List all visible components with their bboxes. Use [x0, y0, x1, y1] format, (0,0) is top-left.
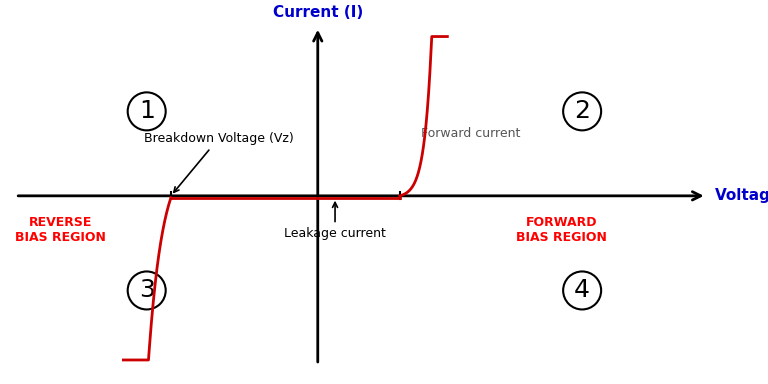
Text: 3: 3 [139, 278, 154, 303]
Text: Leakage current: Leakage current [284, 202, 386, 240]
Text: 2: 2 [574, 99, 590, 123]
Text: Current (I): Current (I) [273, 5, 363, 20]
Text: 4: 4 [574, 278, 590, 303]
Text: FORWARD
BIAS REGION: FORWARD BIAS REGION [516, 216, 607, 243]
Text: Forward current: Forward current [422, 127, 521, 139]
Text: REVERSE
BIAS REGION: REVERSE BIAS REGION [15, 216, 106, 243]
Text: 1: 1 [139, 99, 154, 123]
Text: Breakdown Voltage (Vz): Breakdown Voltage (Vz) [144, 132, 293, 192]
Text: Voltage (V): Voltage (V) [715, 188, 768, 204]
